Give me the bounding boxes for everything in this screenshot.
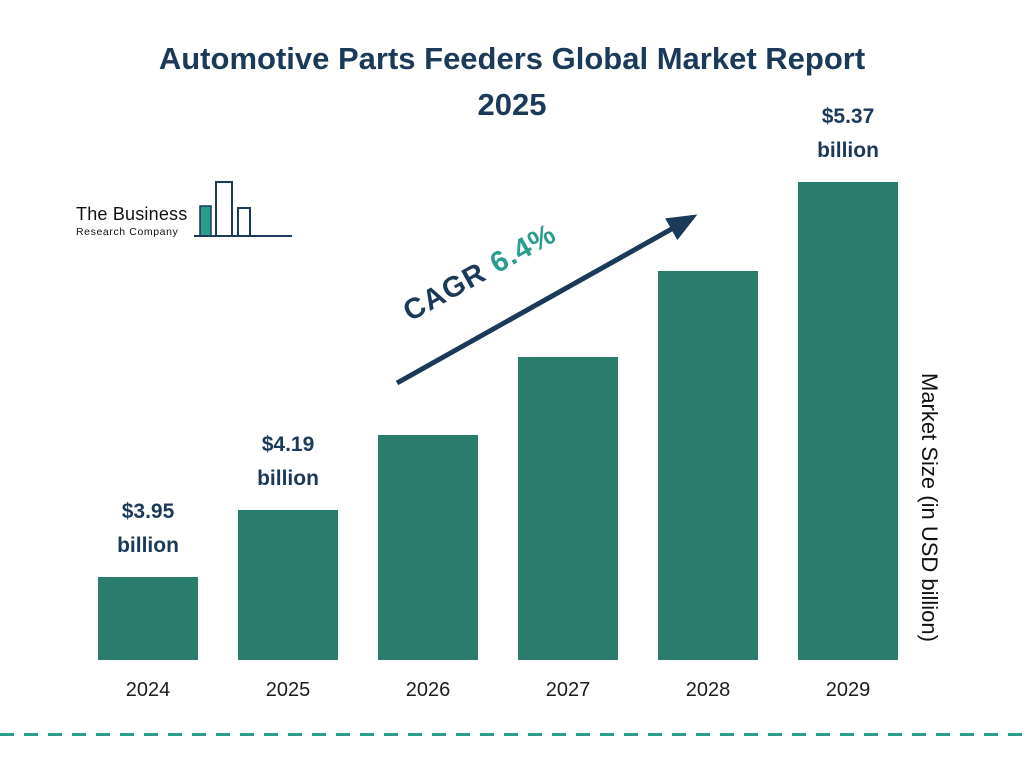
bar-2028 xyxy=(658,271,758,660)
bar-2027 xyxy=(518,357,618,660)
page-title: Automotive Parts Feeders Global Market R… xyxy=(158,41,866,122)
bar-2026 xyxy=(378,435,478,660)
bar-column-2027: 2027 xyxy=(518,160,618,701)
y-axis-label: Market Size (in USD billion) xyxy=(917,372,942,642)
bar-2024 xyxy=(98,577,198,660)
x-axis-label-2028: 2028 xyxy=(685,679,731,701)
x-axis-label-2029: 2029 xyxy=(825,679,871,701)
value-label-2029: $5.37 billion xyxy=(817,105,879,162)
bar-chart-logo-icon xyxy=(194,181,292,237)
bar-column-2024: $3.95 billion 2024 xyxy=(98,160,198,701)
x-axis-label-2027: 2027 xyxy=(545,679,591,701)
value-label-2025: $4.19 billion xyxy=(257,433,319,490)
x-axis-label-2024: 2024 xyxy=(125,679,171,701)
logo-name: The Business xyxy=(76,204,188,224)
bar-column-2028: 2028 xyxy=(658,160,758,701)
x-axis-label-2026: 2026 xyxy=(405,679,451,701)
bar-chart: $3.95 billion 2024 $4.19 billion 2025 2026 2027… xyxy=(98,105,898,701)
x-axis-label-2025: 2025 xyxy=(265,679,311,701)
bar-column-2025: $4.19 billion 2025 xyxy=(238,160,338,701)
bar-2029 xyxy=(798,182,898,660)
bottom-dashed-line xyxy=(0,733,1024,736)
bar-column-2026: 2026 xyxy=(378,160,478,701)
bar-2025 xyxy=(238,510,338,660)
bar-column-2029: $5.37 billion 2029 xyxy=(798,105,898,701)
logo-subname: Research Company xyxy=(76,226,179,238)
value-label-2024: $3.95 billion xyxy=(117,500,179,557)
company-logo: The Business Research Company xyxy=(76,178,292,248)
trend-arrow-icon xyxy=(395,214,698,386)
company-logo-text: The Business Research Company xyxy=(76,204,187,238)
